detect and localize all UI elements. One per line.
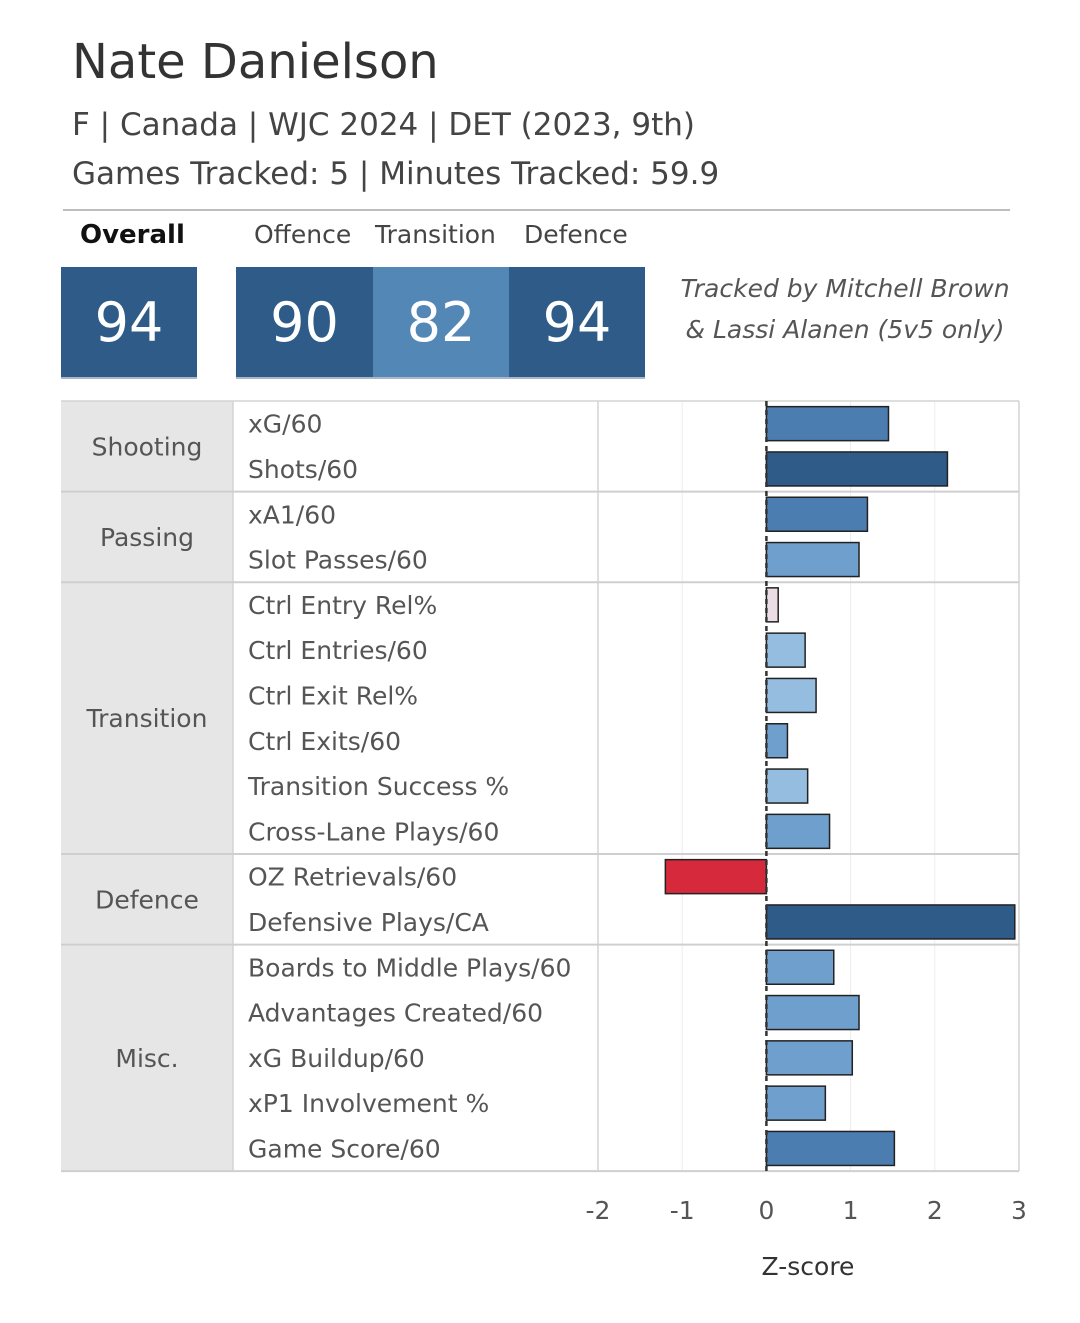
group-label: Misc. — [115, 1044, 178, 1073]
tracking-credit: Tracked by Mitchell Brown & Lassi Alanen… — [660, 268, 1030, 350]
x-tick-label: 2 — [927, 1196, 943, 1225]
metric-label: Cross-Lane Plays/60 — [248, 817, 499, 846]
bar — [765, 677, 817, 714]
metric-label: Ctrl Exit Rel% — [248, 681, 418, 710]
group-label: Passing — [100, 523, 194, 552]
header-divider — [63, 209, 1010, 211]
metric-label: OZ Retrievals/60 — [248, 863, 457, 892]
metric-label: Advantages Created/60 — [248, 999, 543, 1028]
x-tick-label: 3 — [1011, 1196, 1027, 1225]
group-label: Defence — [95, 885, 199, 914]
bar — [765, 1040, 854, 1076]
bar — [765, 1130, 896, 1167]
bar — [765, 813, 831, 850]
credit-line-1: Tracked by Mitchell Brown — [680, 274, 1010, 303]
credit-line-2: & Lassi Alanen (5v5 only) — [685, 315, 1005, 344]
metric-label: xG Buildup/60 — [248, 1044, 425, 1073]
group-label: Transition — [86, 704, 208, 733]
x-tick-label: 1 — [843, 1196, 859, 1225]
x-tick-label: -2 — [586, 1196, 611, 1225]
bar — [765, 1085, 827, 1121]
bar — [765, 904, 1016, 940]
group-label: Shooting — [92, 432, 203, 461]
metric-label: Transition Success % — [247, 772, 509, 801]
x-axis-title: Z-score — [762, 1252, 855, 1281]
bar — [765, 587, 779, 623]
overall-label: Overall — [80, 220, 185, 250]
tracking-info: Games Tracked: 5 | Minutes Tracked: 59.9 — [72, 156, 720, 192]
offence-score: 90 — [236, 267, 373, 377]
bar — [765, 541, 860, 578]
group-cell-0 — [61, 401, 233, 492]
group-cell-2 — [61, 582, 233, 854]
metric-label: xP1 Involvement % — [248, 1089, 489, 1118]
bar — [765, 451, 949, 487]
metric-label: Defensive Plays/CA — [248, 908, 489, 937]
bar — [765, 632, 806, 668]
transition-label: Transition — [375, 220, 496, 249]
x-tick-label: -1 — [670, 1196, 695, 1225]
offence-label: Offence — [254, 220, 352, 249]
metric-label: Ctrl Exits/60 — [248, 727, 401, 756]
metric-label: Game Score/60 — [248, 1134, 441, 1163]
metric-label: xG/60 — [248, 410, 322, 439]
bar — [765, 496, 869, 532]
bar — [664, 858, 768, 895]
overall-score: 94 — [61, 267, 197, 377]
bar — [765, 994, 860, 1031]
player-name: Nate Danielson — [72, 34, 439, 90]
metric-label: Ctrl Entry Rel% — [248, 591, 437, 620]
bar — [765, 768, 809, 804]
transition-score: 82 — [373, 267, 509, 377]
bar — [765, 723, 789, 759]
group-cell-3 — [61, 854, 233, 945]
group-cell-1 — [61, 491, 233, 583]
defence-label: Defence — [524, 220, 628, 249]
metric-label: Ctrl Entries/60 — [248, 636, 428, 665]
x-tick-label: 0 — [758, 1196, 774, 1225]
group-cell-4 — [61, 944, 233, 1172]
metric-label: Slot Passes/60 — [248, 546, 428, 575]
metric-label: Boards to Middle Plays/60 — [248, 953, 571, 982]
player-info: F | Canada | WJC 2024 | DET (2023, 9th) — [72, 107, 695, 143]
bar — [765, 949, 835, 985]
bar — [765, 405, 890, 442]
metric-label: Shots/60 — [248, 455, 358, 484]
defence-score: 94 — [509, 267, 645, 377]
metric-label: xA1/60 — [248, 500, 336, 529]
